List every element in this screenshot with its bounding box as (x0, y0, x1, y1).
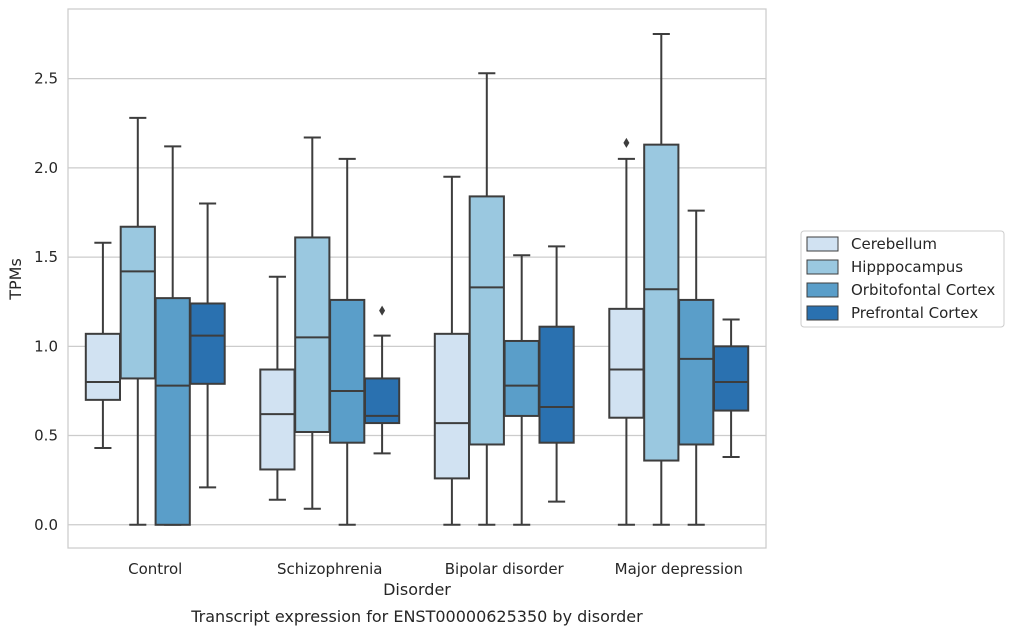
box-3-3 (712, 318, 750, 458)
x-axis-title: Disorder (383, 580, 451, 599)
x-tick-labels: Control Schizophrenia Bipolar disorder Majo… (128, 560, 743, 578)
box-2-2 (503, 254, 540, 526)
y-tick-label: 2.5 (34, 70, 58, 88)
box-2-0 (154, 145, 191, 526)
x-tick-label: Schizophrenia (277, 560, 382, 578)
plot-frame (67, 8, 767, 549)
y-tick-label: 2.0 (34, 159, 58, 177)
box-0-2 (433, 175, 471, 526)
box-body (503, 339, 540, 417)
legend: Cerebellum Hipppocampus Orbitofontal Corte… (800, 230, 1005, 328)
legend-label: Cerebellum (851, 235, 937, 253)
box-3-1 (363, 305, 401, 455)
box-body (468, 195, 505, 446)
legend-swatch (806, 282, 839, 298)
y-tick-label: 0.5 (34, 427, 58, 445)
legend-swatch (806, 305, 839, 321)
outlier-point (379, 305, 386, 316)
box-body (294, 236, 331, 433)
chart-caption: Transcript expression for ENST0000062535… (190, 607, 643, 626)
box-2-1 (329, 157, 366, 526)
legend-frame (800, 230, 1005, 328)
y-tick-label: 1.0 (34, 337, 58, 355)
y-tick-label: 0.0 (34, 516, 58, 534)
x-tick-label: Control (128, 560, 182, 578)
y-tick-labels: 0.0 0.5 1.0 1.5 2.0 2.5 (34, 70, 58, 534)
box-0-1 (259, 275, 296, 501)
box-body (119, 225, 156, 380)
box-body (678, 298, 715, 446)
box-body (329, 298, 366, 444)
box-0-3 (608, 137, 645, 526)
box-body (189, 302, 226, 385)
box-body (433, 332, 471, 480)
box-body (84, 332, 122, 401)
legend-label: Prefrontal Cortex (851, 304, 978, 322)
legend-swatch (806, 236, 839, 252)
box-body (154, 297, 191, 526)
box-body (643, 143, 680, 462)
y-tick-label: 1.5 (34, 248, 58, 266)
box-2-3 (678, 209, 715, 526)
box-body (259, 368, 296, 471)
legend-label: Hipppocampus (851, 258, 963, 276)
box-3-2 (538, 245, 575, 503)
box-3-0 (189, 202, 226, 489)
outlier-point (623, 137, 630, 148)
box-1-2 (468, 72, 505, 526)
box-body (538, 325, 575, 444)
x-tick-label: Major depression (615, 560, 743, 578)
box-series (84, 32, 750, 526)
box-body (608, 307, 645, 419)
box-1-0 (119, 116, 156, 526)
box-body (712, 345, 750, 412)
legend-label: Orbitofontal Cortex (851, 281, 995, 299)
legend-swatch (806, 259, 839, 275)
y-axis-title: TPMs (6, 258, 25, 301)
x-tick-label: Bipolar disorder (445, 560, 565, 578)
